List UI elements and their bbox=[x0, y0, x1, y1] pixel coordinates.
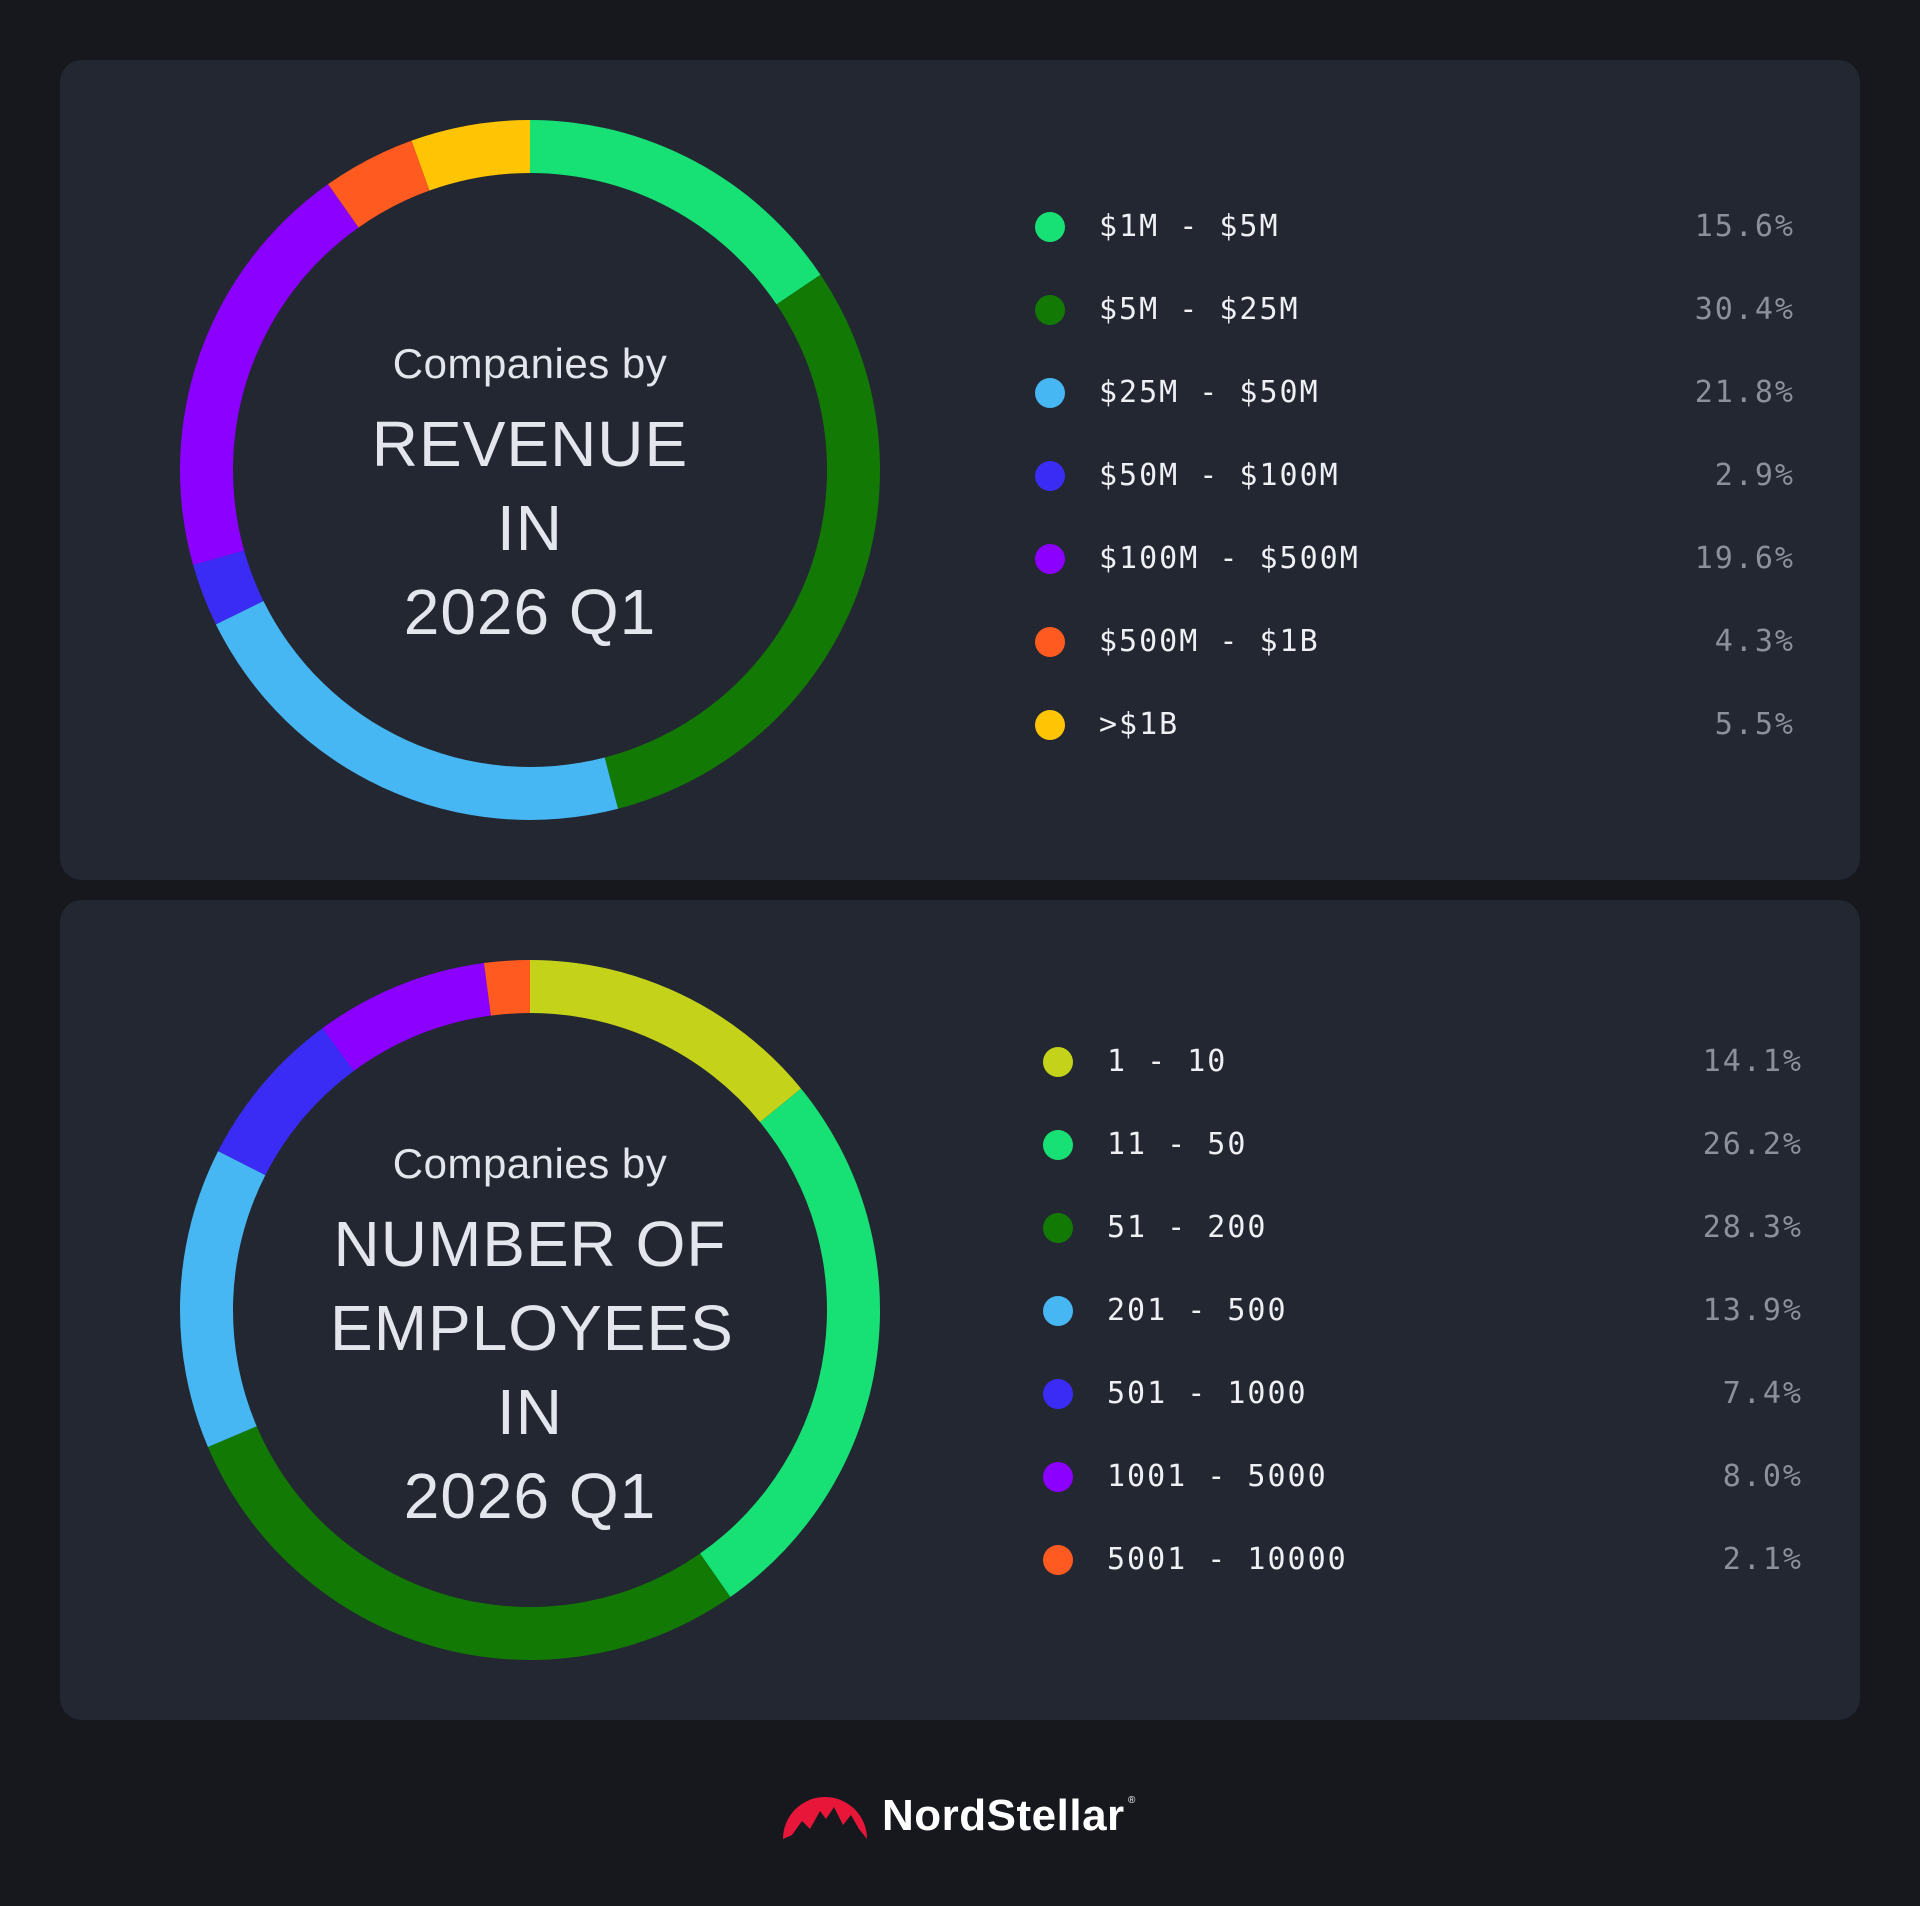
revenue-legend-item: $5M - $25M 30.4% bbox=[1035, 288, 1795, 371]
legend-label: 1001 - 5000 bbox=[1107, 1459, 1328, 1494]
legend-label: >$1B bbox=[1099, 707, 1180, 742]
revenue-donut-svg bbox=[179, 120, 880, 820]
legend-label: 201 - 500 bbox=[1107, 1293, 1288, 1328]
legend-value: 30.4% bbox=[1694, 292, 1795, 327]
employees-slice-5 bbox=[218, 1028, 354, 1176]
legend-color-dot bbox=[1043, 1296, 1073, 1326]
legend-color-dot bbox=[1043, 1462, 1073, 1492]
revenue-title-line-2: 2026 Q1 bbox=[403, 576, 657, 648]
revenue-donut-chart: Companies by REVENUE IN 2026 Q1 bbox=[170, 110, 890, 830]
legend-value: 5.5% bbox=[1714, 707, 1795, 742]
legend-value: 28.3% bbox=[1702, 1210, 1803, 1245]
legend-color-dot bbox=[1035, 710, 1065, 740]
revenue-legend-item: $100M - $500M 19.6% bbox=[1035, 537, 1795, 620]
legend-label: $500M - $1B bbox=[1099, 624, 1320, 659]
revenue-chart-card: Companies by REVENUE IN 2026 Q1 $1M - $5… bbox=[60, 60, 1860, 880]
revenue-slice-3 bbox=[215, 600, 619, 820]
legend-color-dot bbox=[1043, 1047, 1073, 1077]
legend-color-dot bbox=[1043, 1379, 1073, 1409]
legend-value: 8.0% bbox=[1722, 1459, 1803, 1494]
employees-slice-6 bbox=[322, 963, 491, 1071]
legend-color-dot bbox=[1043, 1545, 1073, 1575]
employees-slice-2 bbox=[700, 1088, 880, 1597]
legend-color-dot bbox=[1035, 461, 1065, 491]
legend-color-dot bbox=[1035, 627, 1065, 657]
revenue-slice-6 bbox=[328, 140, 430, 228]
revenue-chart-title: Companies by REVENUE IN 2026 Q1 bbox=[330, 340, 730, 654]
employees-chart-card: Companies by NUMBER OF EMPLOYEES IN 2026… bbox=[60, 900, 1860, 1720]
nordstellar-logo: NordStellar ® bbox=[780, 1775, 1140, 1865]
legend-color-dot bbox=[1035, 544, 1065, 574]
employees-legend-item: 51 - 200 28.3% bbox=[1043, 1206, 1803, 1289]
legend-value: 14.1% bbox=[1702, 1044, 1803, 1079]
employees-title-small: Companies by bbox=[392, 1140, 668, 1187]
revenue-title-small: Companies by bbox=[392, 340, 668, 387]
legend-label: 5001 - 10000 bbox=[1107, 1542, 1348, 1577]
legend-color-dot bbox=[1035, 212, 1065, 242]
revenue-slice-2 bbox=[604, 274, 880, 809]
employees-legend-item: 1 - 10 14.1% bbox=[1043, 1040, 1803, 1123]
legend-value: 21.8% bbox=[1694, 375, 1795, 410]
employees-legend-item: 501 - 1000 7.4% bbox=[1043, 1372, 1803, 1455]
legend-value: 2.9% bbox=[1714, 458, 1795, 493]
revenue-slice-1 bbox=[530, 120, 821, 305]
employees-slice-7 bbox=[483, 960, 530, 1016]
revenue-legend-item: $1M - $5M 15.6% bbox=[1035, 205, 1795, 288]
revenue-legend-item: $50M - $100M 2.9% bbox=[1035, 454, 1795, 537]
employees-title-line-2: EMPLOYEES IN bbox=[330, 1292, 734, 1448]
legend-label: $5M - $25M bbox=[1099, 292, 1300, 327]
legend-label: $50M - $100M bbox=[1099, 458, 1340, 493]
employees-slice-1 bbox=[530, 960, 802, 1123]
brand-name: NordStellar bbox=[882, 1791, 1125, 1840]
legend-value: 13.9% bbox=[1702, 1293, 1803, 1328]
revenue-slice-4 bbox=[193, 550, 264, 625]
employees-legend: 1 - 10 14.1% 11 - 50 26.2% 51 - 200 28.3% 201 … bbox=[1043, 1040, 1803, 1621]
legend-value: 26.2% bbox=[1702, 1127, 1803, 1162]
legend-color-dot bbox=[1043, 1130, 1073, 1160]
employees-legend-item: 201 - 500 13.9% bbox=[1043, 1289, 1803, 1372]
legend-value: 15.6% bbox=[1694, 209, 1795, 244]
revenue-legend: $1M - $5M 15.6% $5M - $25M 30.4% $25M - $50M… bbox=[1035, 205, 1795, 786]
revenue-slice-7 bbox=[411, 120, 530, 191]
legend-value: 4.3% bbox=[1714, 624, 1795, 659]
legend-label: $1M - $5M bbox=[1099, 209, 1280, 244]
revenue-legend-item: $25M - $50M 21.8% bbox=[1035, 371, 1795, 454]
legend-color-dot bbox=[1035, 295, 1065, 325]
employees-legend-item: 1001 - 5000 8.0% bbox=[1043, 1455, 1803, 1538]
legend-label: 11 - 50 bbox=[1107, 1127, 1248, 1162]
revenue-legend-item: >$1B 5.5% bbox=[1035, 703, 1795, 786]
legend-value: 19.6% bbox=[1694, 541, 1795, 576]
legend-label: $100M - $500M bbox=[1099, 541, 1360, 576]
employees-donut-svg bbox=[179, 960, 880, 1660]
legend-color-dot bbox=[1035, 378, 1065, 408]
employees-title-line-3: 2026 Q1 bbox=[403, 1460, 657, 1532]
legend-label: 501 - 1000 bbox=[1107, 1376, 1308, 1411]
revenue-slice-5 bbox=[179, 184, 359, 565]
legend-label: 51 - 200 bbox=[1107, 1210, 1268, 1245]
revenue-legend-item: $500M - $1B 4.3% bbox=[1035, 620, 1795, 703]
employees-donut-chart: Companies by NUMBER OF EMPLOYEES IN 2026… bbox=[170, 950, 890, 1670]
employees-legend-item: 11 - 50 26.2% bbox=[1043, 1123, 1803, 1206]
employees-slice-3 bbox=[207, 1426, 731, 1660]
legend-label: 1 - 10 bbox=[1107, 1044, 1228, 1079]
employees-chart-title: Companies by NUMBER OF EMPLOYEES IN 2026… bbox=[330, 1140, 734, 1538]
mountain-logo-icon bbox=[783, 1797, 867, 1839]
legend-label: $25M - $50M bbox=[1099, 375, 1320, 410]
legend-value: 2.1% bbox=[1722, 1542, 1803, 1577]
registered-mark: ® bbox=[1128, 1795, 1136, 1806]
legend-value: 7.4% bbox=[1722, 1376, 1803, 1411]
employees-legend-item: 5001 - 10000 2.1% bbox=[1043, 1538, 1803, 1621]
employees-slice-4 bbox=[179, 1151, 266, 1447]
employees-title-line-1: NUMBER OF bbox=[333, 1208, 727, 1280]
legend-color-dot bbox=[1043, 1213, 1073, 1243]
revenue-title-line-1: REVENUE IN bbox=[371, 408, 689, 564]
